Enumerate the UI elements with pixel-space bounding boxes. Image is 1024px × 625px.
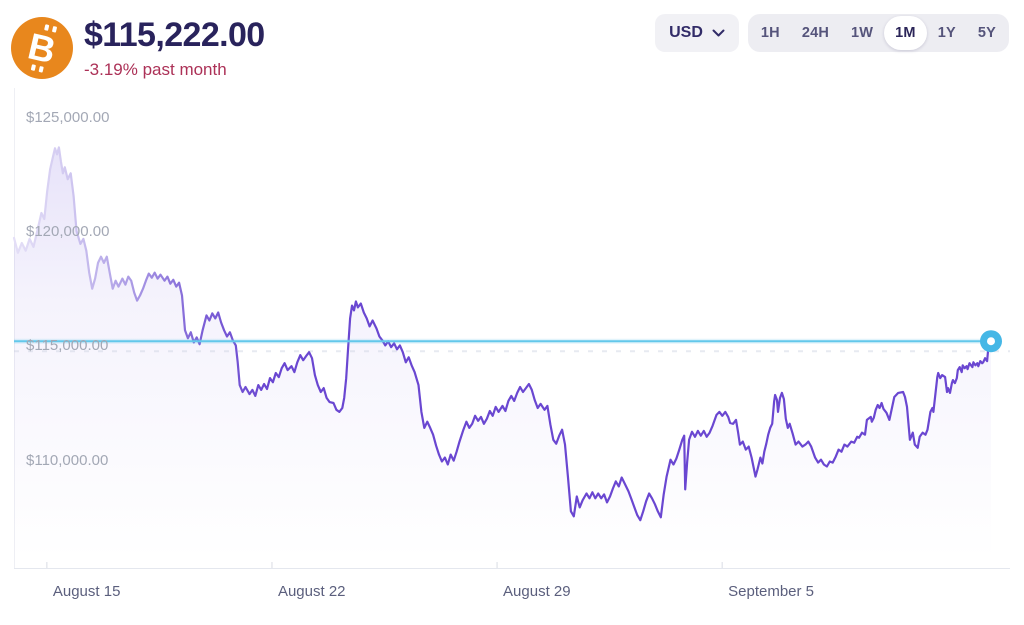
x-axis-label: September 5 — [728, 583, 815, 600]
chevron-down-icon — [712, 29, 725, 37]
y-axis-label: $120,000.00 — [26, 223, 110, 240]
price-line — [12, 146, 993, 522]
y-axis-label: $125,000.00 — [26, 108, 110, 126]
chart-controls: USD 1H 24H 1W 1M 1Y 5Y — [655, 14, 1009, 52]
range-button-1h[interactable]: 1H — [750, 16, 791, 50]
range-button-5y[interactable]: 5Y — [967, 16, 1007, 50]
currency-dropdown[interactable]: USD — [655, 14, 739, 52]
bitcoin-b-symbol: B — [24, 25, 60, 71]
current-price-marker-center — [987, 337, 995, 346]
x-axis-label: August 22 — [277, 583, 346, 600]
bitcoin-icon: B — [11, 17, 73, 79]
y-axis-label: $110,000.00 — [26, 451, 109, 469]
price-change-label: -3.19% past month — [84, 60, 227, 79]
currency-label: USD — [669, 24, 703, 41]
time-range-selector: 1H 24H 1W 1M 1Y 5Y — [747, 14, 1009, 52]
x-axis-label: August 15 — [52, 583, 121, 600]
range-button-1w[interactable]: 1W — [840, 16, 884, 50]
area-fill — [14, 147, 991, 568]
asset-header: B $115,222.00 -3.19% past month — [11, 17, 265, 80]
range-button-1m[interactable]: 1M — [884, 16, 927, 50]
range-button-1y[interactable]: 1Y — [927, 16, 967, 50]
y-axis-label: $115,000.00 — [26, 337, 109, 355]
asset-text: $115,222.00 -3.19% past month — [84, 17, 265, 80]
range-button-24h[interactable]: 24H — [791, 16, 840, 50]
x-axis-label: August 29 — [503, 583, 571, 600]
bitcoin-glyph: B — [5, 11, 79, 85]
current-price-title: $115,222.00 — [84, 16, 265, 54]
